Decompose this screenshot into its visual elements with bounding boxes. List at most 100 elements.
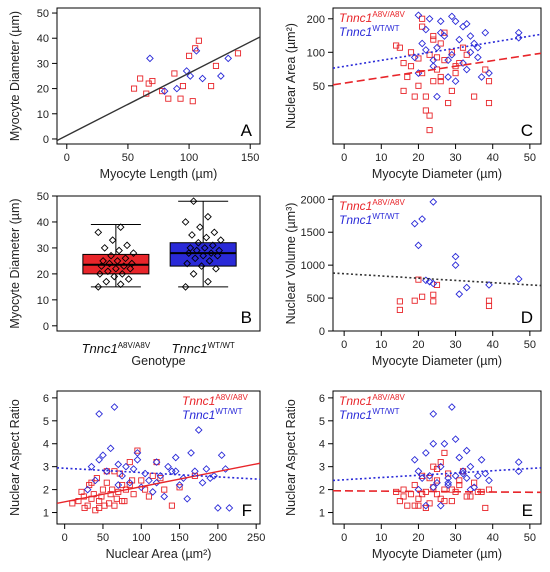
box-point-mutant bbox=[107, 251, 115, 260]
box-point-wildtype bbox=[186, 244, 195, 252]
panel-E-point-wildtype bbox=[459, 467, 467, 476]
box-point-mutant bbox=[94, 228, 103, 237]
panel-E-point-mutant bbox=[441, 449, 448, 456]
panel-E-point-wildtype bbox=[514, 458, 523, 466]
panel-F-point-wildtype bbox=[187, 449, 195, 457]
panel-C-point-mutant bbox=[463, 51, 470, 58]
panel-C-point-mutant bbox=[437, 40, 444, 47]
panel-D-point-mutant bbox=[411, 297, 418, 304]
panel-B-ytick-label: 10 bbox=[37, 295, 49, 307]
panel-B-xlabel: Genotype bbox=[131, 354, 185, 368]
box-point-mutant bbox=[124, 275, 133, 283]
box-point-mutant bbox=[110, 272, 119, 281]
panel-A-point-mutant bbox=[192, 45, 199, 52]
panel-E-point-wildtype bbox=[477, 455, 486, 464]
panel-C-point-wildtype bbox=[425, 14, 434, 23]
panel-C-point-wildtype bbox=[459, 59, 467, 67]
panel-F-point-wildtype bbox=[122, 462, 130, 471]
panel-A-ytick-label: 50 bbox=[37, 8, 49, 20]
panel-C-point-mutant bbox=[433, 54, 441, 61]
panel-E-legend-mutant: Tnnc1A8V/A8V bbox=[339, 393, 405, 408]
box-category-label-mutant: Tnnc1A8V/A8V bbox=[82, 341, 151, 356]
panel-F-xtick-label: 100 bbox=[132, 532, 150, 544]
panel-E-fit-line-wildtype bbox=[333, 467, 541, 482]
box-point-mutant bbox=[96, 270, 104, 278]
box-point-mutant bbox=[104, 267, 112, 276]
box-point-wildtype bbox=[197, 262, 206, 270]
panel-D-point-wildtype bbox=[425, 277, 434, 286]
panel-E-point-mutant bbox=[415, 502, 422, 509]
panel-E-point-wildtype bbox=[451, 472, 460, 480]
panel-F-point-wildtype bbox=[114, 481, 123, 489]
panel-A-point-wildtype bbox=[192, 46, 201, 55]
panel-C-point-wildtype bbox=[422, 25, 430, 34]
panel-C-point-mutant bbox=[485, 78, 493, 85]
panel-F-point-mutant bbox=[99, 486, 107, 493]
panel-D-point-wildtype bbox=[414, 241, 423, 250]
box-point-wildtype bbox=[204, 277, 212, 286]
box-point-wildtype bbox=[181, 283, 190, 291]
panel-F-point-mutant bbox=[138, 477, 145, 484]
panel-C-label: C bbox=[521, 121, 533, 140]
panel-F-point-mutant bbox=[84, 502, 91, 509]
panel-C-ytick-label: 50 bbox=[313, 81, 325, 93]
panel-C-xtick-label: 0 bbox=[341, 152, 347, 164]
panel-D-point-mutant bbox=[396, 306, 403, 313]
panel-C-point-mutant bbox=[419, 23, 426, 30]
panel-B-ytick-label: 20 bbox=[37, 269, 49, 281]
panel-A-ytick-label: 30 bbox=[37, 58, 49, 70]
panel-A-ylabel: Myocyte Diameter (µm) bbox=[8, 11, 22, 141]
panel-E-point-mutant bbox=[404, 502, 411, 509]
panel-C-point-wildtype bbox=[410, 53, 419, 62]
panel-C-point-wildtype bbox=[470, 39, 478, 48]
panel-E-point-wildtype bbox=[462, 474, 471, 482]
panel-E-ytick-label: 2 bbox=[319, 485, 325, 497]
panel-E-point-wildtype bbox=[429, 483, 438, 492]
panel-F-point-wildtype bbox=[133, 455, 142, 464]
panel-F-point-wildtype bbox=[191, 467, 199, 476]
panel-F-point-wildtype bbox=[198, 478, 207, 487]
panel-F-point-wildtype bbox=[106, 444, 115, 453]
panel-E-point-mutant bbox=[471, 479, 478, 486]
panel-D-fit-line-all bbox=[333, 272, 541, 287]
panel-E-ytick-label: 5 bbox=[319, 416, 325, 428]
panel-F-ylabel: Nuclear Aspect Ratio bbox=[8, 399, 22, 516]
box-point-wildtype bbox=[212, 264, 220, 273]
panel-C-fit-line-mutant bbox=[333, 52, 541, 86]
panel-A-point-wildtype bbox=[224, 54, 233, 63]
panel-C-point-wildtype bbox=[466, 48, 475, 57]
panel-F-point-wildtype bbox=[87, 462, 96, 471]
panel-C-point-wildtype bbox=[451, 17, 460, 26]
panel-C-xtick-label: 20 bbox=[412, 152, 424, 164]
panel-A-xlabel: Myocyte Length (µm) bbox=[100, 167, 218, 181]
box-point-mutant bbox=[116, 280, 125, 289]
panel-F-legend-wildtype: Tnnc1WT/WT bbox=[182, 407, 243, 422]
panel-C-point-mutant bbox=[422, 107, 429, 114]
box-point-wildtype bbox=[192, 246, 201, 255]
panel-A-point-wildtype bbox=[198, 74, 207, 83]
panel-E-point-mutant bbox=[467, 493, 474, 500]
panel-A-point-mutant bbox=[208, 83, 215, 90]
panel-E-point-mutant bbox=[456, 481, 463, 489]
panel-F-point-mutant bbox=[119, 498, 126, 505]
panel-F-point-wildtype bbox=[152, 478, 161, 487]
panel-A-point-mutant bbox=[234, 50, 242, 57]
panel-F-point-mutant bbox=[96, 504, 103, 511]
panel-E-ytick-label: 1 bbox=[319, 508, 325, 520]
panel-F-label: F bbox=[242, 501, 252, 520]
panel-F-point-mutant bbox=[168, 502, 175, 509]
panel-D-legend-mutant: Tnnc1A8V/A8V bbox=[339, 198, 405, 213]
panel-A-point-wildtype bbox=[146, 54, 154, 63]
panel-E-point-mutant bbox=[441, 498, 448, 505]
panel-A-point-mutant bbox=[177, 95, 184, 102]
panel-A-point-wildtype bbox=[173, 84, 181, 93]
panel-C-point-wildtype bbox=[477, 73, 486, 81]
panel-E-point-mutant bbox=[422, 504, 429, 511]
panel-C-point-mutant bbox=[430, 36, 437, 43]
panel-A-xtick-label: 0 bbox=[64, 152, 70, 164]
panel-D-point-mutant bbox=[485, 297, 493, 304]
panel-C-frame bbox=[332, 7, 542, 145]
panel-F-ytick-label: 2 bbox=[43, 485, 49, 497]
box-point-wildtype bbox=[189, 197, 198, 206]
panel-F-frame bbox=[56, 390, 261, 525]
